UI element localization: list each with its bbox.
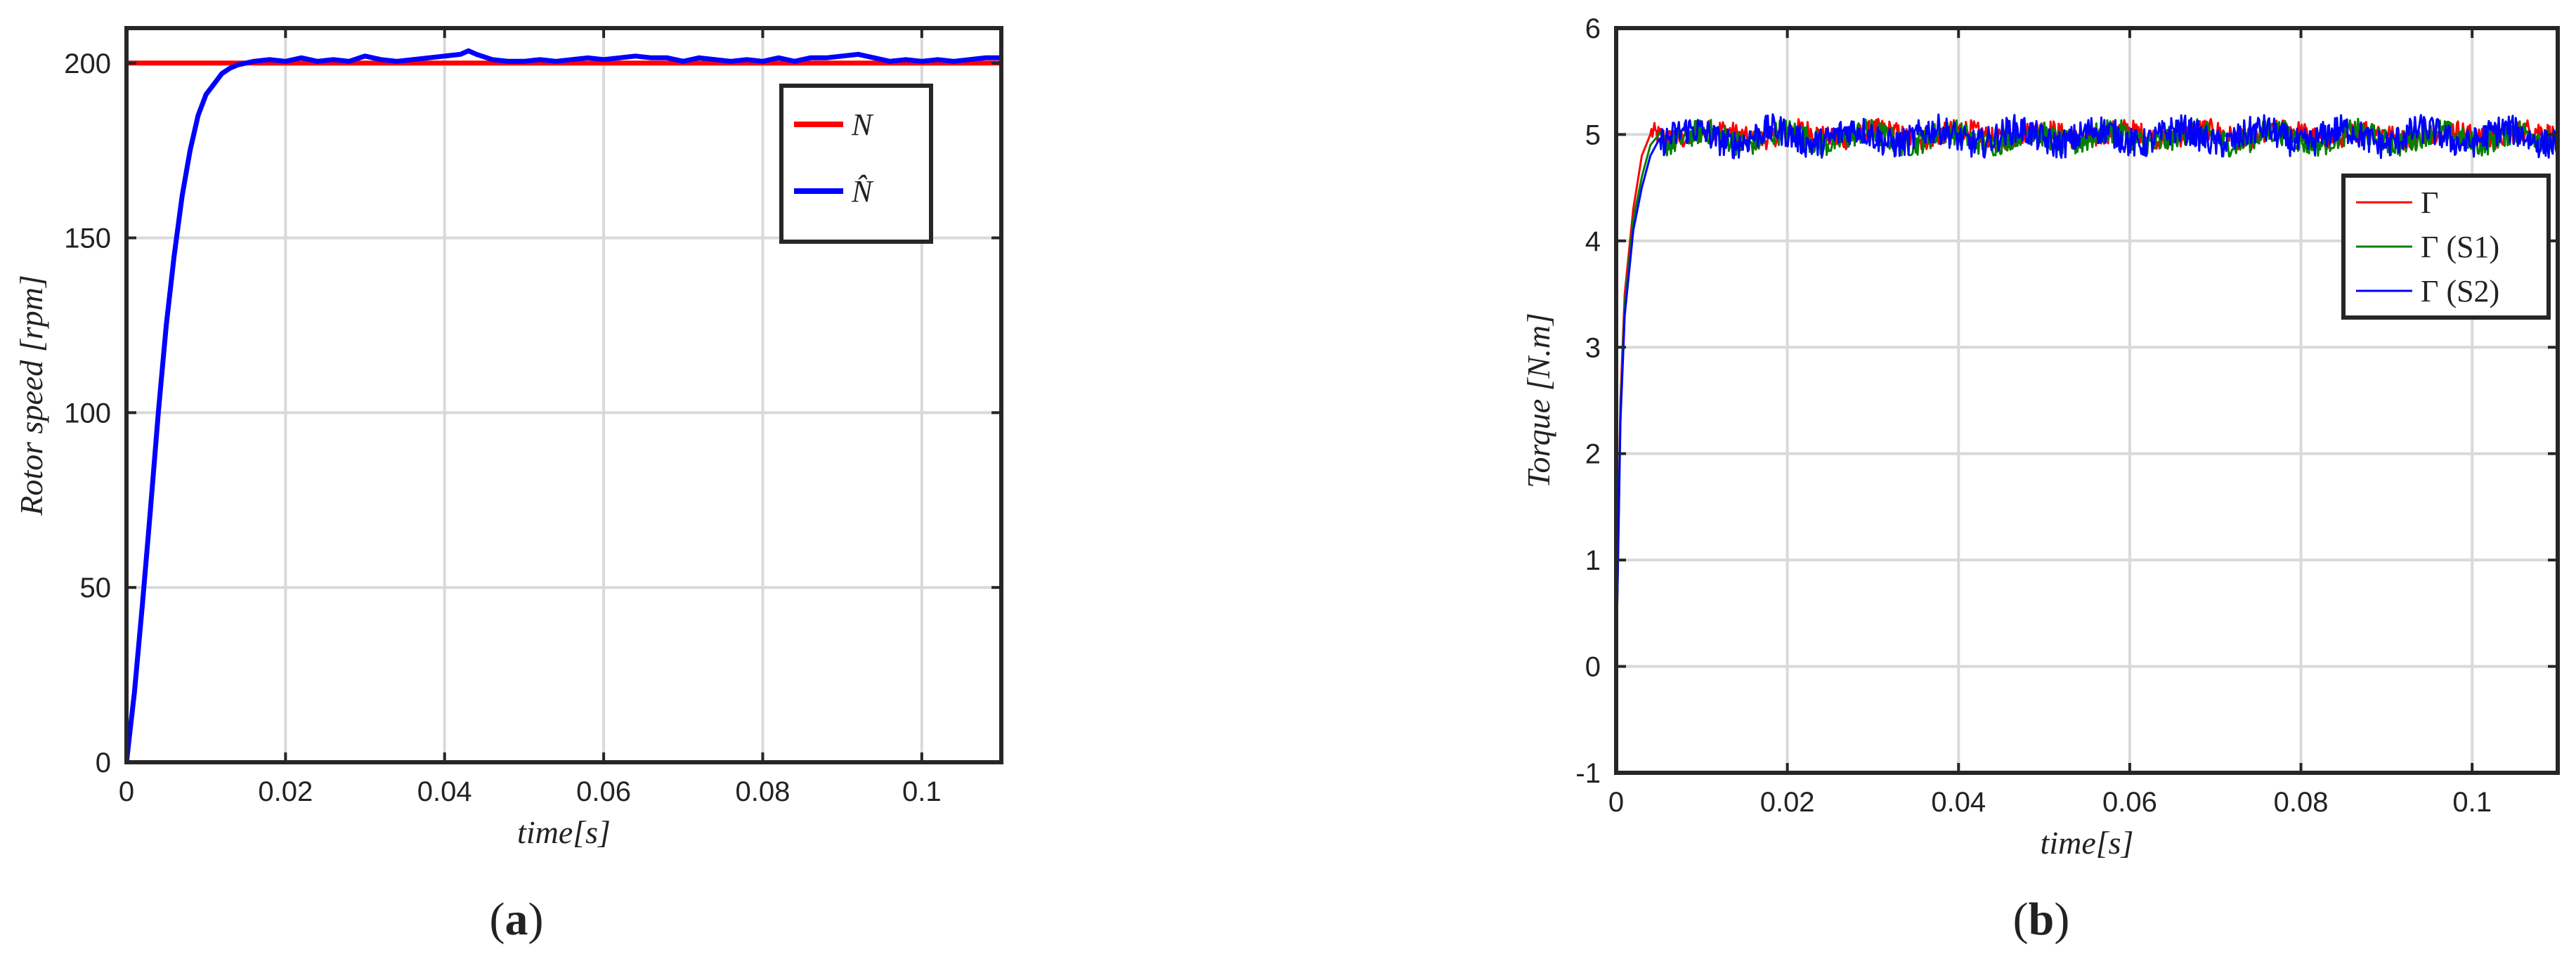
chart-a: 0 0.02 0.04 0.06 0.08 0.1 0 50 100 150 200 time[s] R… — [13, 26, 1003, 945]
y-tick-label: 4 — [1585, 226, 1601, 257]
y-tick-label: 1 — [1585, 545, 1601, 576]
panel-paren-close: ) — [528, 894, 544, 945]
x-tick-label: 0.08 — [736, 776, 791, 807]
y-tick-label: 5 — [1585, 119, 1601, 150]
legend-box — [779, 84, 933, 244]
legend-label: Γ (S1) — [2421, 230, 2499, 264]
y-tick-label: 200 — [64, 48, 111, 79]
panel-letter: a — [505, 894, 528, 945]
x-tick-label: 0 — [119, 776, 134, 807]
y-tick-label: 50 — [80, 573, 112, 603]
x-tick-label: 0.08 — [2274, 787, 2329, 818]
series-group — [1616, 113, 2558, 667]
panel-label: (b) — [2013, 894, 2070, 945]
y-tick-label: 100 — [64, 398, 111, 429]
panel-paren-close: ) — [2054, 894, 2069, 945]
panel-letter: b — [2029, 894, 2055, 945]
legend-label: N̂ — [851, 174, 874, 209]
x-tick-label: 0.02 — [1760, 787, 1815, 818]
x-tick-label: 0.06 — [576, 776, 631, 807]
series-line-2 — [126, 48, 1001, 762]
series-line-3 — [1616, 113, 2558, 667]
x-axis-label: time[s] — [2041, 825, 2134, 861]
panel-paren-open: ( — [490, 894, 505, 945]
legend: N N̂ — [779, 84, 933, 244]
x-axis-label: time[s] — [517, 814, 611, 850]
chart-b: 0 0.02 0.04 0.06 0.08 0.1-10123456time[s]Torq… — [1521, 13, 2560, 945]
y-tick-label: 150 — [64, 223, 111, 254]
y-tick-label: 6 — [1585, 13, 1601, 44]
legend-label: Γ — [2421, 185, 2438, 220]
panel-label: (a) — [490, 894, 544, 945]
x-tick-label: 0.06 — [2102, 787, 2157, 818]
x-tick-label: 0.1 — [2452, 787, 2492, 818]
series-group — [126, 48, 1001, 762]
y-tick-label: 0 — [1585, 652, 1601, 683]
legend-label: Γ (S2) — [2421, 274, 2499, 308]
x-tick-label: 0.02 — [258, 776, 313, 807]
axes-box — [1614, 26, 2560, 775]
legend-label: N — [851, 107, 874, 142]
y-tick-label: -1 — [1575, 758, 1601, 789]
legend: Γ Γ (S1) Γ (S2) — [2341, 174, 2551, 320]
panel-paren-open: ( — [2013, 894, 2029, 945]
y-tick-label: 3 — [1585, 332, 1601, 363]
y-tick-label: 0 — [96, 748, 111, 778]
y-tick-label: 2 — [1585, 439, 1601, 470]
x-tick-label: 0.1 — [902, 776, 942, 807]
y-axis-label: Torque [N.m] — [1521, 313, 1556, 488]
x-tick-label: 0.04 — [1931, 787, 1986, 818]
y-axis-label: Rotor speed [rpm] — [13, 275, 49, 516]
x-tick-label: 0 — [1608, 787, 1624, 818]
axes-box — [124, 26, 1003, 764]
x-tick-label: 0.04 — [417, 776, 472, 807]
